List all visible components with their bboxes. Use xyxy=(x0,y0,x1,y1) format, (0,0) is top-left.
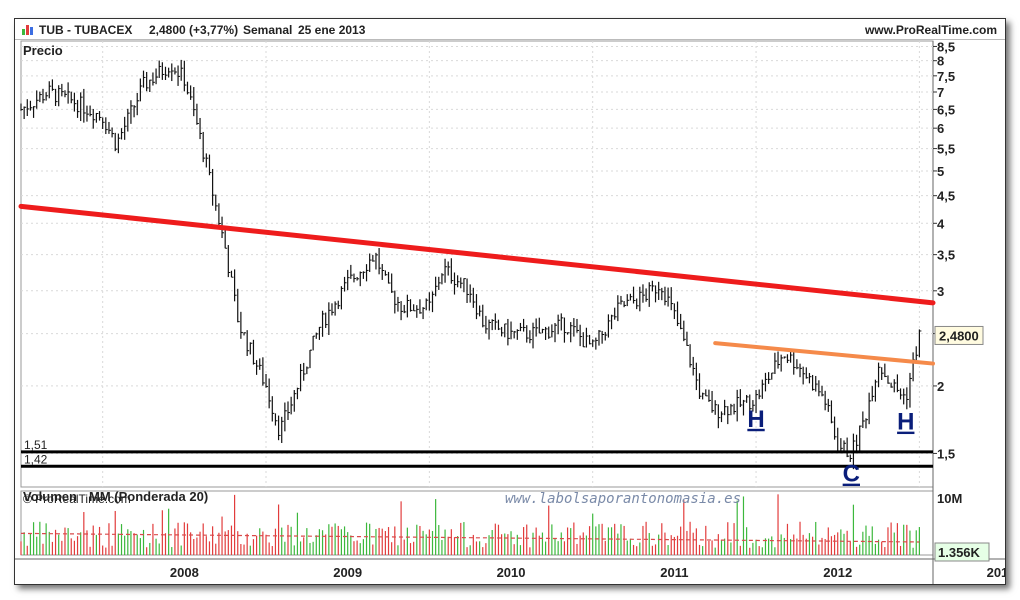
volume-panel-label: Volumen xyxy=(23,489,77,504)
trend-lines xyxy=(18,203,936,468)
volume-ma-line xyxy=(21,532,920,543)
chart-canvas: 8,587,576,565,554,543,532,521,5200820092… xyxy=(15,39,1005,584)
volume-current-label: 1.356K xyxy=(938,545,981,560)
pattern-letter-shoulder_left: H xyxy=(747,406,764,433)
price-tick-label: 8 xyxy=(937,54,944,69)
pattern-letter-head: C xyxy=(843,461,860,488)
axes: 8,587,576,565,554,543,532,521,5200820092… xyxy=(170,39,1005,580)
price-tick-label: 4 xyxy=(937,216,945,231)
year-label: 2009 xyxy=(333,565,362,580)
current-price-box xyxy=(934,325,984,345)
neckline-line xyxy=(713,341,935,366)
volume-panel: 10M 1.356K xyxy=(20,491,990,562)
year-label: 2008 xyxy=(170,565,199,580)
price-tick-label: 8,5 xyxy=(937,39,955,54)
price-bars xyxy=(20,59,922,470)
price-tick-label: 2 xyxy=(937,379,944,394)
price-tick-label: 7,5 xyxy=(937,69,955,84)
price-tick-label: 5,5 xyxy=(937,142,955,157)
support-label-2: 1,42 xyxy=(24,452,48,466)
labels: Precio Volumen MM (Ponderada 20)© ProRealT… xyxy=(23,43,914,507)
price-tick-label: 3 xyxy=(937,284,944,299)
volume-top-label: 10M xyxy=(937,491,962,506)
price-tick-label: 4,5 xyxy=(937,189,955,204)
year-label: 2012 xyxy=(823,565,852,580)
date-label: 25 ene 2013 xyxy=(298,23,366,37)
year-label: 2011 xyxy=(660,565,688,580)
site-link[interactable]: www.ProRealTime.com xyxy=(864,23,997,37)
chart-window: TUB - TUBACEX 2,4800 (+3,77%) Semanal 25… xyxy=(14,18,1006,585)
price-panel-border xyxy=(20,40,934,488)
copyright-label: © ProRealTime.com xyxy=(23,492,131,506)
period-label: Semanal xyxy=(243,23,293,37)
price-change: 2,4800 (+3,77%) xyxy=(149,23,239,37)
current-price-label: 2,4800 xyxy=(939,328,979,343)
volume-ma-label: MM (Ponderada 20) xyxy=(89,489,208,504)
watermark-label: www.labolsaporantonomasia.es xyxy=(505,491,741,507)
resistance-line xyxy=(18,203,936,306)
price-tick-label: 3,5 xyxy=(937,248,955,263)
chart-header: TUB - TUBACEX 2,4800 (+3,77%) Semanal 25… xyxy=(15,19,1005,40)
pattern-letter-shoulder_right: H xyxy=(897,409,914,436)
price-tick-label: 6 xyxy=(937,121,944,136)
price-tick-label: 6,5 xyxy=(937,102,955,117)
symbol-title: TUB - TUBACEX xyxy=(39,23,133,37)
volume-current-box xyxy=(934,542,990,562)
price-tick-label: 5 xyxy=(937,164,944,179)
year-label: 2010 xyxy=(497,565,526,580)
support-label-1: 1,51 xyxy=(24,438,48,452)
price-panel-label: Precio xyxy=(23,43,63,58)
price-tick-label: 1,5 xyxy=(937,446,955,461)
year-label: 2013 xyxy=(987,565,1005,580)
price-tick-label: 7 xyxy=(937,85,944,100)
chart-logo-icon xyxy=(22,25,33,35)
